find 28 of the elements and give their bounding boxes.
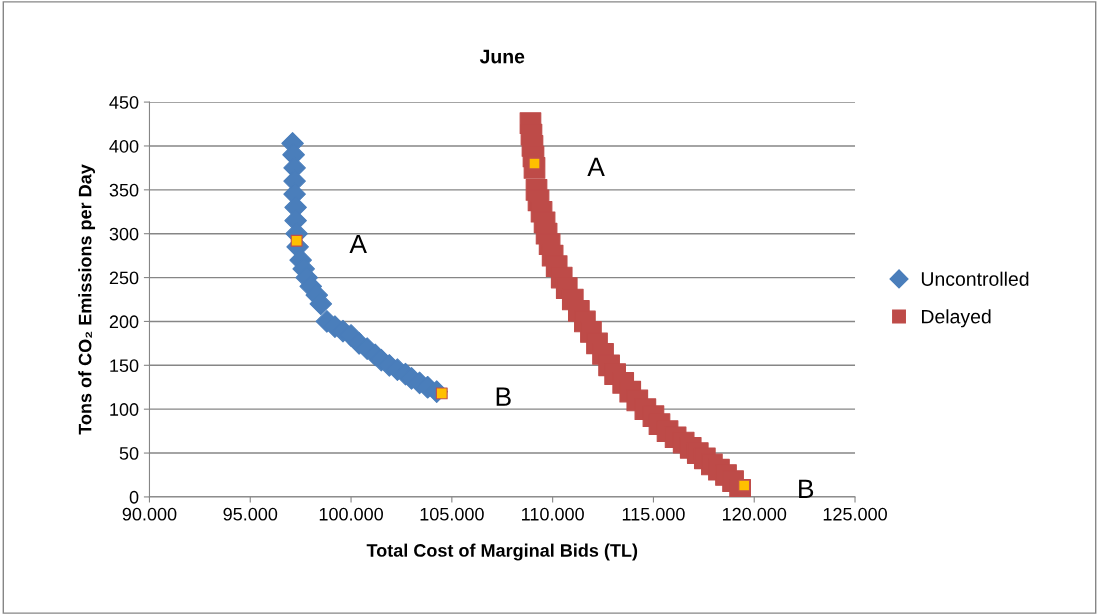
x-tick-label: 115.000 [622,507,685,521]
x-tick-label: 125.000 [823,507,887,521]
point [290,234,303,247]
annotation: B [496,387,511,406]
annotation: A [587,157,605,176]
y-tick-label: 300 [109,227,139,241]
x-tick-label: 105.000 [420,507,484,521]
y-axis-title: Tons of CO₂ Emissions per Day [78,164,96,435]
x-axis-title: Total Cost of Marginal Bids (TL) [366,543,638,561]
y-tick-label: 250 [109,271,139,285]
y-tick-label: 150 [110,359,139,373]
legend-label: Delayed [922,309,991,328]
y-tick-label: 400 [109,139,139,153]
x-tick-label: 110.000 [522,507,584,521]
y-tick-label: 350 [109,183,139,197]
y-tick-label: 50 [119,446,139,460]
annotation: B [799,479,814,498]
y-tick-label: 200 [109,315,139,329]
x-tick-label: 100.000 [319,507,383,521]
legend-label: Uncontrolled [921,271,1029,286]
x-tick-label: 90.000 [122,507,177,521]
y-tick-label: 450 [109,96,139,109]
x-tick-label: 120.000 [722,507,787,521]
chart-title: June [479,49,525,64]
x-tick-label: 95.000 [223,507,278,521]
y-tick-label: 100 [110,403,139,416]
annotation: A [349,234,367,254]
y-tick-label: 0 [129,490,139,504]
